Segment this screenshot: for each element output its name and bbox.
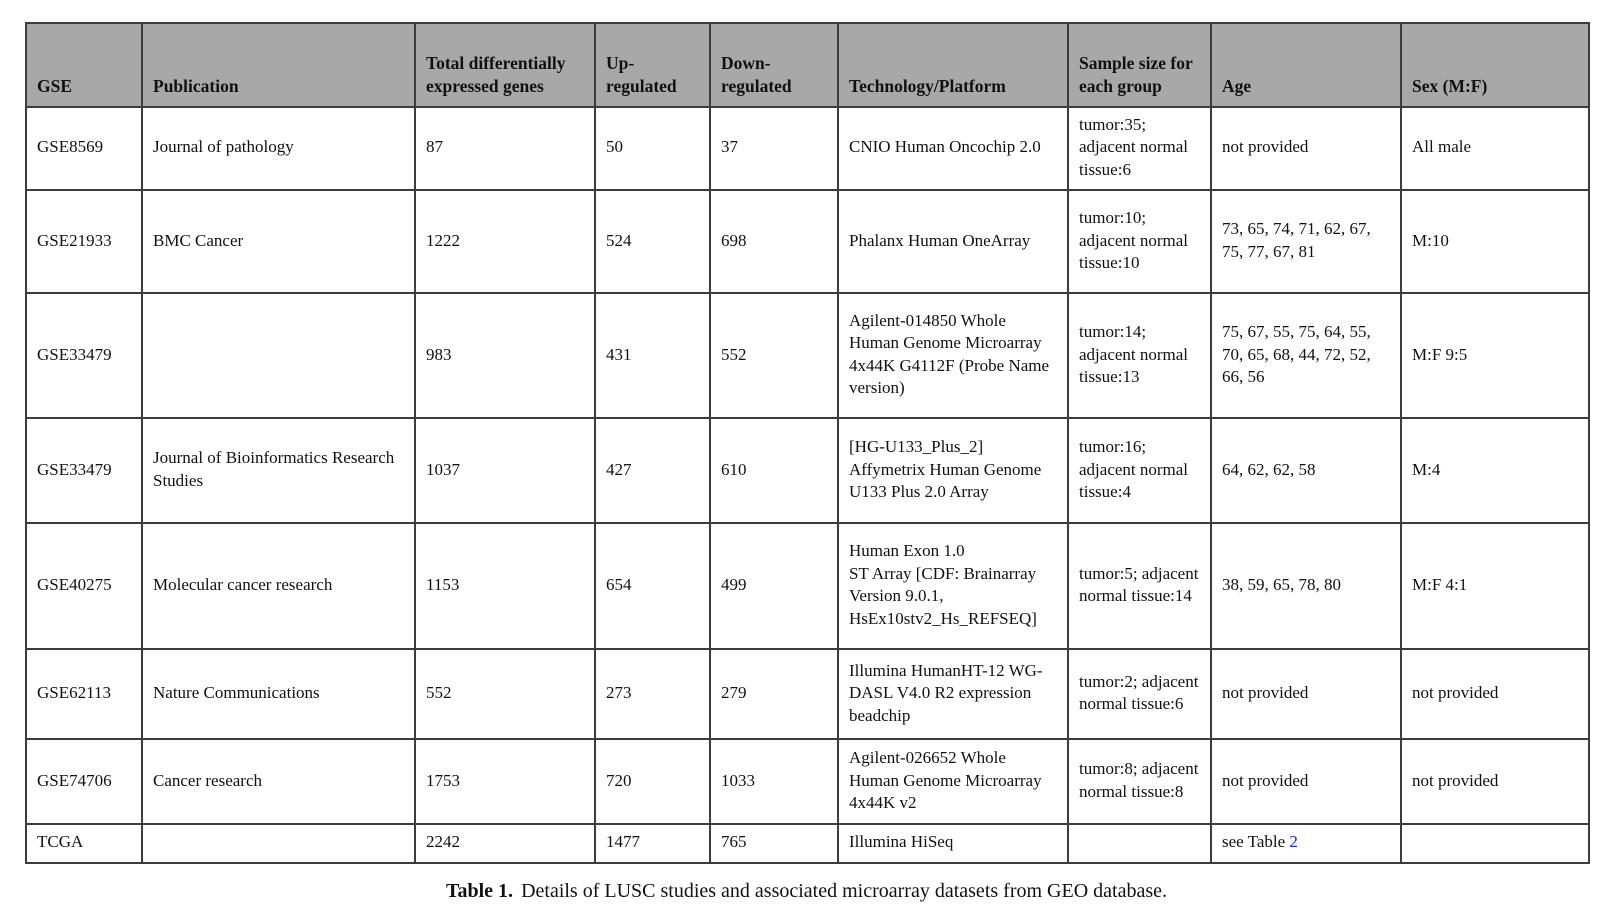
cell-gse: GSE62113	[25, 648, 143, 741]
cell-total-deg: 552	[414, 648, 596, 741]
cell-down-regulated: 499	[709, 522, 839, 651]
cell-sample-size: tumor:5; adjacent normal tissue:14	[1067, 522, 1212, 651]
column-header-total-deg: Total differentially expressed genes	[414, 22, 596, 108]
cell-platform: Agilent-026652 Whole Human Genome Microa…	[837, 738, 1069, 826]
cell-sample-size: tumor:35; adjacent normal tissue:6	[1067, 105, 1212, 192]
column-header-technology-platform: Technology/Platform	[837, 22, 1069, 108]
cell-down-regulated: 765	[709, 823, 839, 864]
cell-age: 73, 65, 74, 71, 62, 67, 75, 77, 67, 81	[1210, 189, 1402, 295]
cell-up-regulated: 431	[594, 292, 711, 420]
cell-publication: Nature Communications	[141, 648, 416, 741]
cell-down-regulated: 1033	[709, 738, 839, 826]
table-row: GSE62113 Nature Communications 552 273 2…	[25, 648, 1590, 741]
column-header-sample-size: Sample size for each group	[1067, 22, 1212, 108]
cell-down-regulated: 37	[709, 105, 839, 192]
cell-up-regulated: 273	[594, 648, 711, 741]
column-header-age: Age	[1210, 22, 1402, 108]
cell-down-regulated: 610	[709, 417, 839, 525]
cell-age: not provided	[1210, 105, 1402, 192]
cell-total-deg: 87	[414, 105, 596, 192]
cell-up-regulated: 654	[594, 522, 711, 651]
cell-publication: Journal of Bioinformatics Research Studi…	[141, 417, 416, 525]
column-header-down-regulated: Down-regulated	[709, 22, 839, 108]
cell-down-regulated: 698	[709, 189, 839, 295]
cell-gse: TCGA	[25, 823, 143, 864]
column-header-publication: Publication	[141, 22, 416, 108]
cell-sample-size: tumor:2; adjacent normal tissue:6	[1067, 648, 1212, 741]
cell-platform: Human Exon 1.0 ST Array [CDF: Brainarray…	[837, 522, 1069, 651]
cell-publication	[141, 823, 416, 864]
table-row: TCGA 2242 1477 765 Illumina HiSeq see Ta…	[25, 823, 1590, 864]
column-header-sex: Sex (M:F)	[1400, 22, 1590, 108]
table-2-link[interactable]: 2	[1289, 832, 1298, 852]
cell-sample-size: tumor:16; adjacent normal tissue:4	[1067, 417, 1212, 525]
cell-sex: M:F 4:1	[1400, 522, 1590, 651]
cell-gse: GSE33479	[25, 292, 143, 420]
cell-sample-size: tumor:14; adjacent normal tissue:13	[1067, 292, 1212, 420]
table-row: GSE8569 Journal of pathology 87 50 37 CN…	[25, 105, 1590, 192]
cell-total-deg: 1153	[414, 522, 596, 651]
table-row: GSE21933 BMC Cancer 1222 524 698 Phalanx…	[25, 189, 1590, 295]
cell-up-regulated: 1477	[594, 823, 711, 864]
cell-sex	[1400, 823, 1590, 864]
studies-table: GSE Publication Total differentially exp…	[25, 22, 1590, 864]
cell-gse: GSE40275	[25, 522, 143, 651]
cell-gse: GSE74706	[25, 738, 143, 826]
cell-platform: Illumina HumanHT-12 WG-DASL V4.0 R2 expr…	[837, 648, 1069, 741]
table-row: GSE74706 Cancer research 1753 720 1033 A…	[25, 738, 1590, 826]
cell-gse: GSE8569	[25, 105, 143, 192]
cell-up-regulated: 720	[594, 738, 711, 826]
cell-up-regulated: 427	[594, 417, 711, 525]
cell-gse: GSE21933	[25, 189, 143, 295]
cell-sample-size: tumor:8; adjacent normal tissue:8	[1067, 738, 1212, 826]
cell-gse: GSE33479	[25, 417, 143, 525]
cell-publication: Journal of pathology	[141, 105, 416, 192]
cell-platform: Phalanx Human OneArray	[837, 189, 1069, 295]
cell-age: 38, 59, 65, 78, 80	[1210, 522, 1402, 651]
cell-platform: CNIO Human Oncochip 2.0	[837, 105, 1069, 192]
cell-age: not provided	[1210, 648, 1402, 741]
cell-sex: M:10	[1400, 189, 1590, 295]
cell-sex: M:4	[1400, 417, 1590, 525]
table-row: GSE33479 983 431 552 Agilent-014850 Whol…	[25, 292, 1590, 420]
column-header-up-regulated: Up-regulated	[594, 22, 711, 108]
table-row: GSE40275 Molecular cancer research 1153 …	[25, 522, 1590, 651]
cell-up-regulated: 50	[594, 105, 711, 192]
cell-sex: not provided	[1400, 738, 1590, 826]
see-table-text: see Table	[1222, 832, 1286, 852]
cell-total-deg: 1037	[414, 417, 596, 525]
cell-platform: Agilent-014850 Whole Human Genome Microa…	[837, 292, 1069, 420]
cell-age: 64, 62, 62, 58	[1210, 417, 1402, 525]
cell-sample-size: tumor:10; adjacent normal tissue:10	[1067, 189, 1212, 295]
cell-up-regulated: 524	[594, 189, 711, 295]
cell-publication	[141, 292, 416, 420]
cell-down-regulated: 552	[709, 292, 839, 420]
table-caption: Table 1. Details of LUSC studies and asso…	[25, 880, 1588, 903]
table-container: GSE Publication Total differentially exp…	[25, 22, 1590, 903]
cell-sex: not provided	[1400, 648, 1590, 741]
column-header-gse: GSE	[25, 22, 143, 108]
cell-sex: All male	[1400, 105, 1590, 192]
cell-publication: BMC Cancer	[141, 189, 416, 295]
header-row: GSE Publication Total differentially exp…	[25, 22, 1590, 108]
cell-age: not provided	[1210, 738, 1402, 826]
cell-total-deg: 983	[414, 292, 596, 420]
table-header: GSE Publication Total differentially exp…	[25, 22, 1590, 108]
caption-text: Details of LUSC studies and associated m…	[521, 879, 1167, 902]
cell-age: 75, 67, 55, 75, 64, 55, 70, 65, 68, 44, …	[1210, 292, 1402, 420]
cell-publication: Molecular cancer research	[141, 522, 416, 651]
cell-age: see Table 2	[1210, 823, 1402, 864]
cell-publication: Cancer research	[141, 738, 416, 826]
cell-sex: M:F 9:5	[1400, 292, 1590, 420]
cell-platform: Illumina HiSeq	[837, 823, 1069, 864]
cell-total-deg: 2242	[414, 823, 596, 864]
table-row: GSE33479 Journal of Bioinformatics Resea…	[25, 417, 1590, 525]
cell-down-regulated: 279	[709, 648, 839, 741]
table-body: GSE8569 Journal of pathology 87 50 37 CN…	[25, 105, 1590, 864]
cell-total-deg: 1222	[414, 189, 596, 295]
cell-total-deg: 1753	[414, 738, 596, 826]
caption-label: Table 1.	[446, 879, 514, 902]
cell-sample-size	[1067, 823, 1212, 864]
cell-platform: [HG-U133_Plus_2] Affymetrix Human Genome…	[837, 417, 1069, 525]
